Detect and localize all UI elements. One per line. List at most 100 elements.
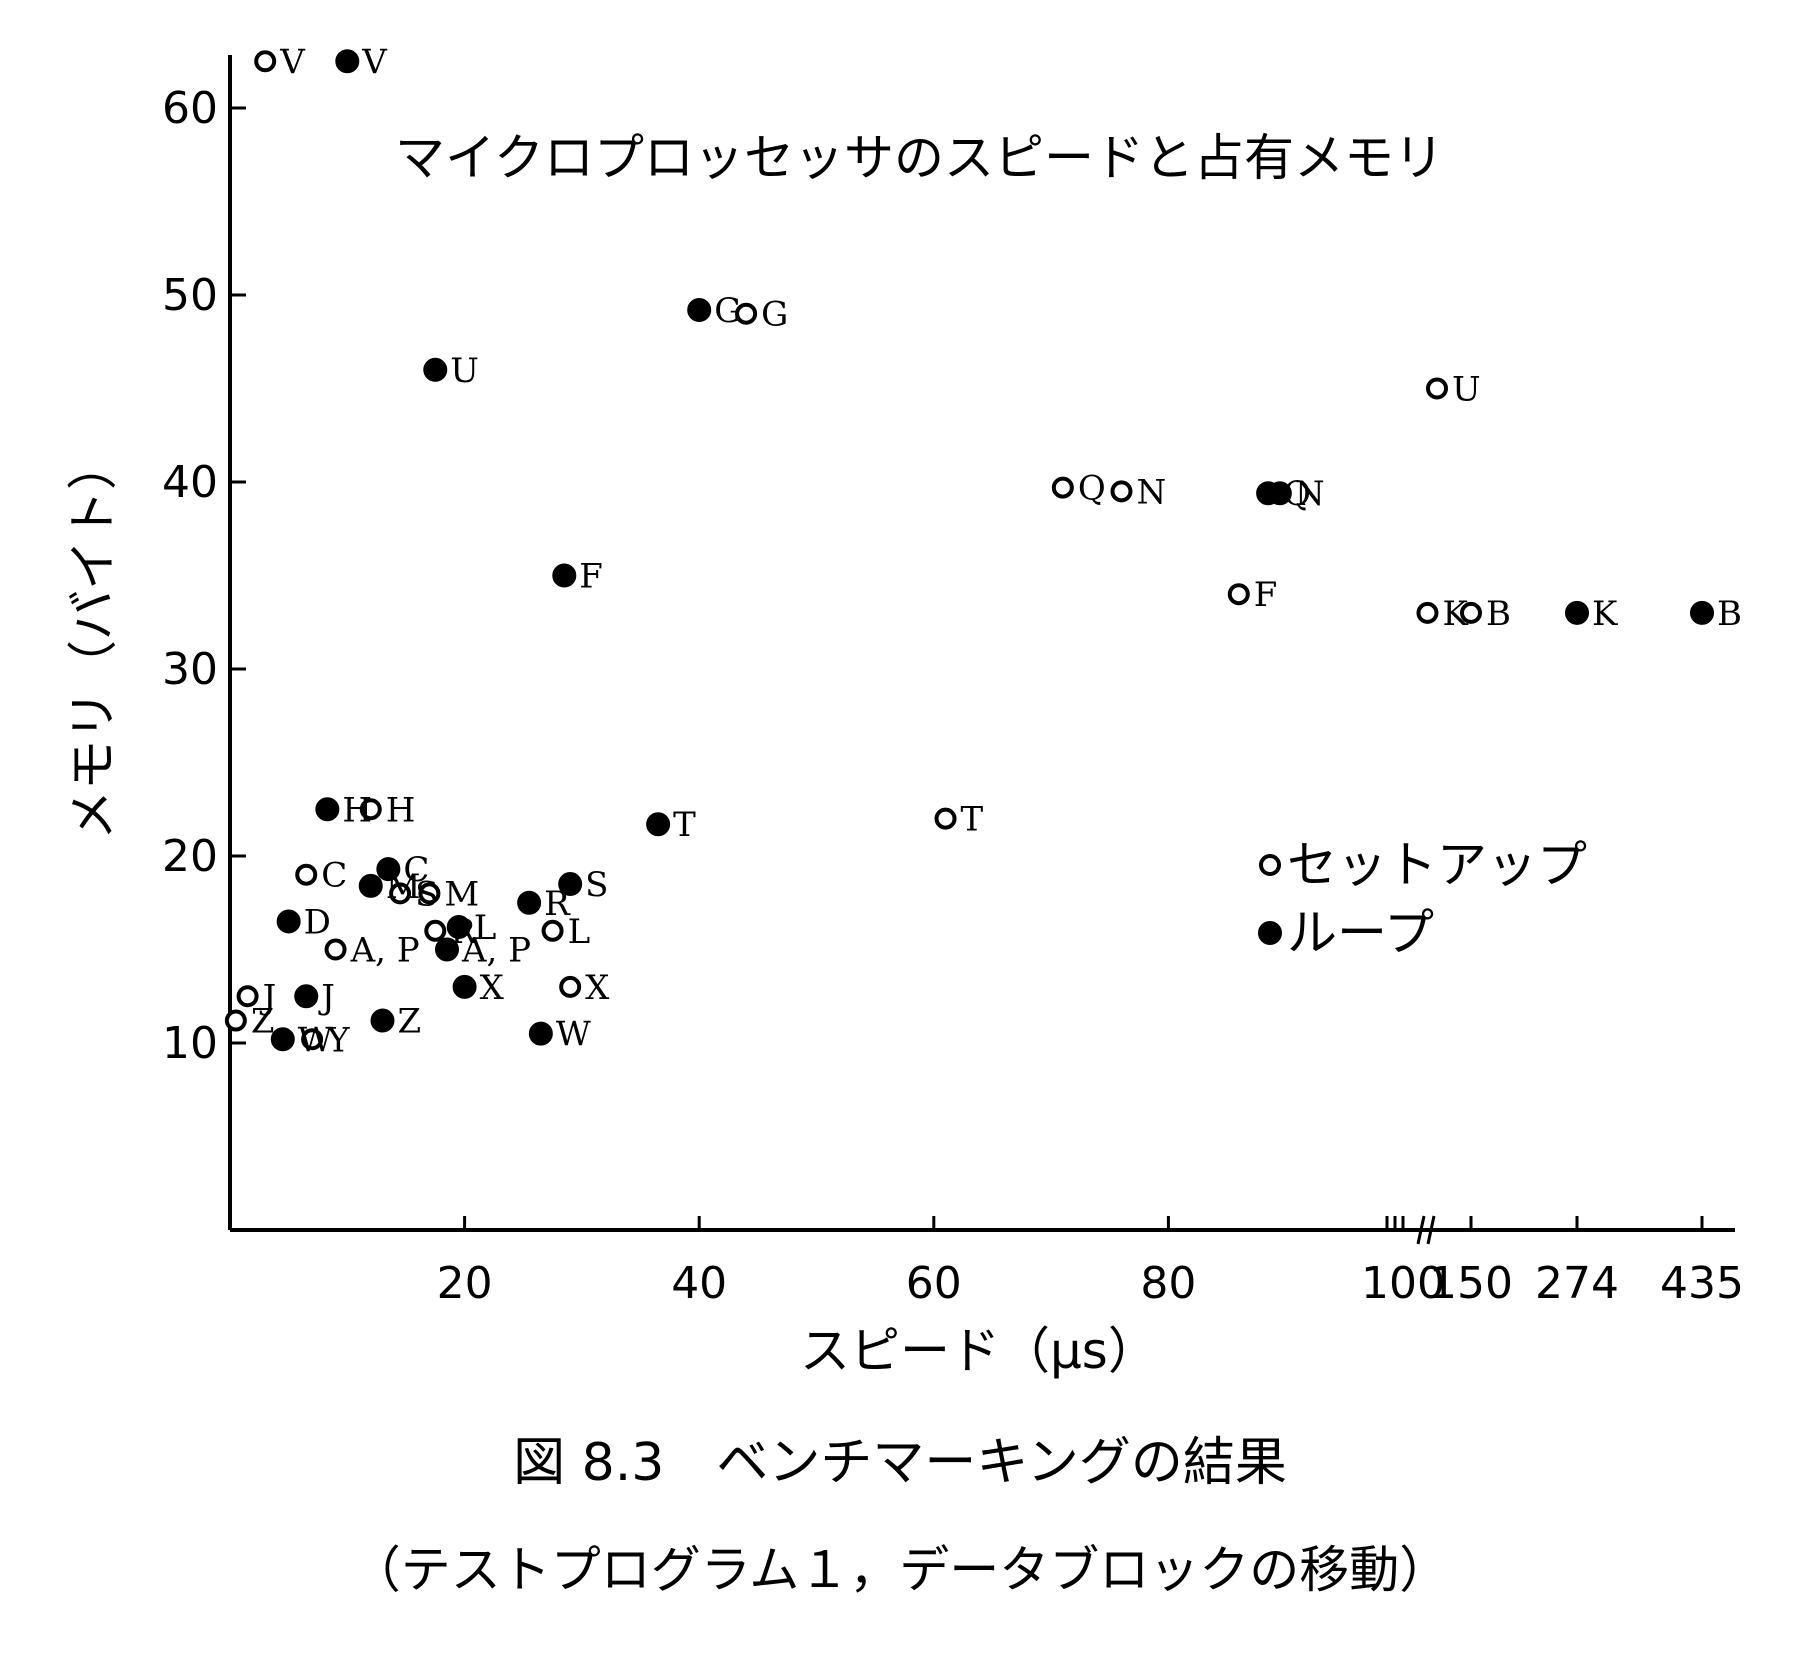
legend-setup-marker xyxy=(1259,854,1281,876)
legend-loop-label: ループ xyxy=(1287,904,1434,962)
loop-point xyxy=(517,890,542,915)
setup-point xyxy=(1227,583,1250,606)
setup-point xyxy=(324,938,347,961)
x-tick-label: 40 xyxy=(671,1258,727,1309)
loop-point-label: N xyxy=(1295,474,1325,514)
setup-point-label: T xyxy=(961,800,984,840)
setup-point-label: S xyxy=(415,874,438,914)
figure-caption: 図 8.3 ベンチマーキングの結果 xyxy=(513,1433,1287,1493)
loop-point xyxy=(270,1027,295,1052)
loop-point-label: W xyxy=(298,1020,333,1060)
setup-point xyxy=(1426,377,1448,400)
setup-point xyxy=(359,798,382,821)
setup-point-label: N xyxy=(1136,472,1166,512)
y-tick-label: 30 xyxy=(162,644,218,695)
loop-point-label: X xyxy=(480,968,505,1008)
loop-point-label: R xyxy=(544,884,571,924)
loop-point-label: G xyxy=(714,291,741,331)
setup-point-label: F xyxy=(1254,575,1278,615)
y-tick-label: 20 xyxy=(162,831,218,882)
loop-point xyxy=(358,873,383,898)
setup-point xyxy=(301,1028,324,1051)
legend-setup-label: セットアップ xyxy=(1287,836,1587,894)
loop-point xyxy=(294,984,319,1009)
setup-point xyxy=(236,985,259,1008)
setup-point-label: J xyxy=(260,977,277,1017)
x-axis-title: スピード（μs） xyxy=(800,1322,1158,1380)
setup-point-label: L xyxy=(568,912,591,952)
setup-point xyxy=(254,50,277,73)
y-axis-title: メモリ（バイト） xyxy=(64,440,122,840)
data-points: VGUQNFKBTHCMSRLA, PXJYZVGUQNFKBTHCMSRLDA… xyxy=(224,42,1742,1060)
loop-point xyxy=(276,909,301,934)
loop-point xyxy=(1267,481,1292,506)
setup-point-label: Z xyxy=(251,1002,275,1042)
loop-point xyxy=(558,872,583,897)
loop-point-label: Z xyxy=(397,1002,421,1042)
y-tick-label: 10 xyxy=(162,1018,218,1069)
x-tick-label: 435 xyxy=(1660,1258,1744,1309)
setup-point-label: G xyxy=(761,295,788,335)
setup-point xyxy=(295,863,318,886)
setup-point-label: B xyxy=(1486,594,1511,634)
loop-point-label: V xyxy=(361,42,388,82)
setup-point-label: A, P xyxy=(350,931,420,971)
loop-point xyxy=(423,357,448,382)
setup-point-label: H xyxy=(386,790,416,830)
setup-point-label: V xyxy=(279,42,306,82)
x-tick-label: 20 xyxy=(437,1258,493,1309)
loop-point xyxy=(687,297,712,322)
legend-loop-marker xyxy=(1258,921,1282,945)
loop-point-label: W xyxy=(556,1015,591,1055)
x-tick-label: 60 xyxy=(906,1258,962,1309)
setup-point xyxy=(934,807,957,830)
y-axis-ticks: 10 20 30 40 50 60 xyxy=(162,83,246,1069)
setup-point xyxy=(559,975,582,998)
loop-point xyxy=(370,1008,395,1033)
loop-point-label: A, P xyxy=(461,931,531,971)
loop-point-label: H xyxy=(342,790,372,830)
loop-point xyxy=(315,797,340,822)
loop-point-label: M xyxy=(386,867,421,907)
loop-point-label: F xyxy=(579,557,603,597)
loop-point-label: C xyxy=(403,850,429,890)
loop-point-label: U xyxy=(450,351,479,391)
setup-point xyxy=(735,302,758,325)
y-tick-label: 40 xyxy=(162,457,218,508)
loop-point-label: K xyxy=(1592,594,1618,634)
loop-point xyxy=(446,915,471,940)
setup-point-label: Y xyxy=(326,1020,350,1060)
loop-point-label: J xyxy=(318,977,335,1017)
loop-point xyxy=(552,563,577,588)
loop-point xyxy=(335,49,360,74)
setup-point xyxy=(1110,480,1133,503)
loop-point xyxy=(646,812,671,837)
setup-point-label: M xyxy=(444,874,479,914)
loop-point-label: B xyxy=(1717,594,1742,634)
setup-point xyxy=(1460,601,1482,624)
loop-point xyxy=(528,1021,553,1046)
loop-point-label: L xyxy=(474,908,497,948)
setup-point xyxy=(224,1009,247,1032)
setup-point-label: X xyxy=(585,968,610,1008)
loop-point-label: D xyxy=(304,902,331,942)
loop-point-label: T xyxy=(673,805,696,845)
axes xyxy=(228,55,1735,1245)
figure-subcaption: （テストプログラム１，データブロックの移動） xyxy=(350,1541,1450,1599)
x-tick-label: 274 xyxy=(1535,1258,1619,1309)
x-tick-label: 150 xyxy=(1429,1258,1513,1309)
loop-point-label: S xyxy=(585,865,608,905)
y-tick-label: 60 xyxy=(162,83,218,134)
setup-point xyxy=(418,882,441,905)
setup-point-label: C xyxy=(321,856,347,896)
loop-point xyxy=(1565,600,1589,625)
setup-point-label: U xyxy=(1452,370,1481,410)
setup-point xyxy=(424,919,447,942)
setup-point xyxy=(389,882,412,905)
x-tick-label: 100 xyxy=(1361,1258,1445,1309)
chart-title: マイクロプロッセッサのスピードと占有メモリ xyxy=(395,129,1444,187)
loop-point xyxy=(1690,600,1714,625)
